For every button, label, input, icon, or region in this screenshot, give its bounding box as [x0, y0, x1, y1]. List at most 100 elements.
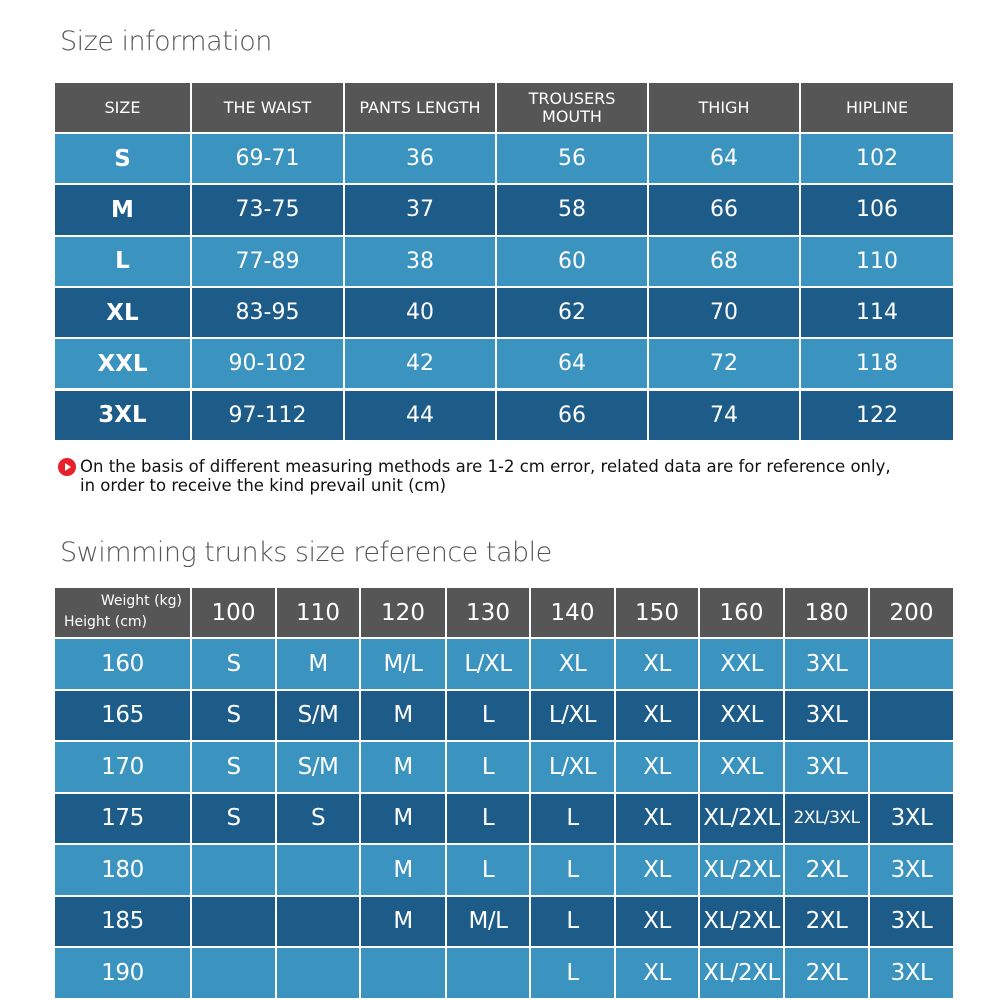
size-cell: L	[447, 690, 531, 742]
height-cell: 165	[55, 690, 192, 742]
size-cell: S/M	[277, 690, 361, 742]
table-cell: 110	[801, 236, 955, 288]
size-cell: XL	[616, 793, 700, 845]
column-header: THE WAIST	[192, 83, 345, 134]
size-cell: 3XL	[870, 845, 955, 897]
size-cell: XL/2XL	[700, 845, 785, 897]
size-cell: XXL	[700, 639, 785, 691]
size-cell: XL	[616, 896, 700, 948]
size-cell: XL/2XL	[700, 793, 785, 845]
size-cell: L/XL	[531, 742, 616, 794]
size-cell: 3XL	[870, 896, 955, 948]
size-cell: XXL	[700, 742, 785, 794]
height-cell: 170	[55, 742, 192, 794]
note: On the basis of different measuring meth…	[80, 457, 891, 495]
size-info-title: Size information	[60, 26, 272, 57]
size-cell: XL	[616, 742, 700, 794]
table-cell: 58	[497, 185, 649, 237]
size-cell	[870, 690, 955, 742]
table-cell: 90-102	[192, 339, 345, 391]
table-cell: 70	[649, 287, 801, 340]
table-cell: 73-75	[192, 185, 345, 237]
weight-header: 180	[785, 588, 870, 639]
size-cell	[192, 948, 277, 1000]
size-cell: M	[361, 742, 447, 794]
size-cell: L	[447, 793, 531, 845]
weight-header: 150	[616, 588, 700, 639]
table-cell: 37	[345, 185, 497, 237]
size-cell: L/XL	[447, 639, 531, 691]
size-cell: S	[192, 793, 277, 845]
size-cell: 2XL	[785, 896, 870, 948]
size-cell	[277, 948, 361, 1000]
table-cell: 44	[345, 390, 497, 442]
size-cell: 2XL/3XL	[785, 793, 870, 845]
table-cell: 42	[345, 339, 497, 391]
size-cell: 3XL	[785, 690, 870, 742]
size-cell: XL	[55, 287, 192, 340]
size-cell: M/L	[447, 896, 531, 948]
size-cell: S	[55, 134, 192, 186]
size-cell: 2XL	[785, 845, 870, 897]
size-cell	[277, 896, 361, 948]
table-cell: 97-112	[192, 390, 345, 442]
size-cell: S	[192, 690, 277, 742]
column-header: HIPLINE	[801, 83, 955, 134]
corner-label: Height (cm)	[64, 614, 147, 630]
table-cell: 122	[801, 390, 955, 442]
table-cell: 69-71	[192, 134, 345, 186]
column-header: PANTS LENGTH	[345, 83, 497, 134]
size-cell: XXL	[700, 690, 785, 742]
size-cell: XL	[616, 845, 700, 897]
size-cell: S	[192, 742, 277, 794]
size-cell	[192, 896, 277, 948]
weight-header: 200	[870, 588, 955, 639]
column-header: THIGH	[649, 83, 801, 134]
size-cell: M/L	[361, 639, 447, 691]
table-cell: 64	[649, 134, 801, 186]
height-cell: 185	[55, 896, 192, 948]
size-cell: L	[531, 845, 616, 897]
size-cell: 3XL	[785, 639, 870, 691]
size-cell: L	[531, 896, 616, 948]
weight-header: 160	[700, 588, 785, 639]
size-cell: XL	[616, 639, 700, 691]
size-cell: XL/2XL	[700, 896, 785, 948]
weight-header: 110	[277, 588, 361, 639]
size-cell	[870, 639, 955, 691]
size-cell: 2XL	[785, 948, 870, 1000]
size-cell: XL	[616, 948, 700, 1000]
table-cell: 36	[345, 134, 497, 186]
size-cell: S	[192, 639, 277, 691]
weight-header: 100	[192, 588, 277, 639]
size-cell: L	[55, 236, 192, 288]
size-cell	[361, 948, 447, 1000]
size-cell: 3XL	[55, 390, 192, 442]
size-cell: L	[531, 948, 616, 1000]
size-cell: M	[361, 690, 447, 742]
table-cell: 77-89	[192, 236, 345, 288]
size-cell: XL	[531, 639, 616, 691]
table-cell: 40	[345, 287, 497, 340]
size-cell: L	[447, 742, 531, 794]
note-icon	[58, 458, 76, 476]
table-cell: 62	[497, 287, 649, 340]
column-header: TROUSERS MOUTH	[497, 83, 649, 134]
table-cell: 64	[497, 339, 649, 391]
size-cell: M	[55, 185, 192, 237]
size-cell: S	[277, 793, 361, 845]
table-cell: 106	[801, 185, 955, 237]
table-cell: 83-95	[192, 287, 345, 340]
size-cell: M	[361, 793, 447, 845]
size-cell	[447, 948, 531, 1000]
size-cell: L/XL	[531, 690, 616, 742]
size-cell: M	[361, 896, 447, 948]
table-cell: 118	[801, 339, 955, 391]
weight-header: 140	[531, 588, 616, 639]
column-header: SIZE	[55, 83, 192, 134]
table-cell: 72	[649, 339, 801, 391]
table-cell: 66	[497, 390, 649, 442]
height-cell: 175	[55, 793, 192, 845]
height-cell: 180	[55, 845, 192, 897]
